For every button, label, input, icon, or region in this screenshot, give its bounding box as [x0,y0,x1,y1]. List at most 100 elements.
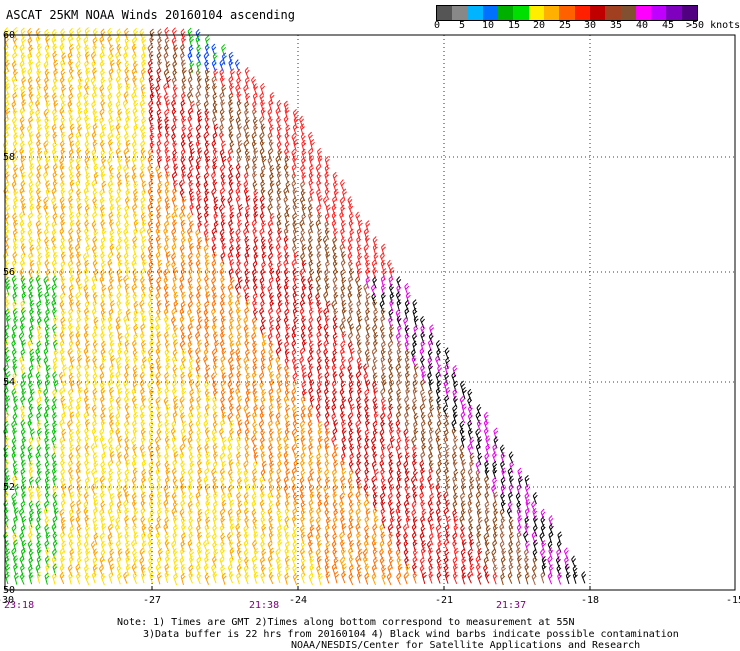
barb-flag [214,56,218,59]
barb-flag [125,31,129,34]
wind-barb [172,276,179,288]
wind-barb [36,84,43,96]
barb-flag [317,264,321,267]
barb-flag [302,247,306,250]
wind-barb [4,227,11,239]
wind-barb [93,28,101,40]
barb-flag [229,55,233,58]
barb-flag [6,216,10,219]
barb-flag [269,151,273,154]
wind-barb [373,253,380,265]
barb-flag [166,127,170,130]
wind-barb [35,61,42,73]
barb-flag [51,188,55,191]
wind-barb [85,180,92,192]
wind-barb [13,220,20,232]
wind-barb [196,125,204,137]
barb-flag [22,206,26,209]
wind-barb [93,164,100,176]
barb-flag [230,119,234,122]
wind-barb [141,60,148,72]
barb-flag [141,247,145,250]
wind-barb [236,91,244,103]
barb-flag [61,216,65,219]
barb-flag [213,63,217,66]
barb-flag [102,231,106,234]
barb-flag [182,63,186,66]
barb-flag [292,183,296,186]
barb-flag [76,135,80,138]
wind-barb [316,205,324,217]
barb-flag [270,128,274,131]
barb-flag [203,245,207,248]
wind-barb [315,164,323,176]
barb-flag [44,88,48,91]
barb-flag [60,160,64,163]
wind-barb [228,180,236,192]
barb-flag [332,172,336,175]
barb-flag [59,213,63,216]
barb-flag [68,133,72,136]
barb-flag [147,45,151,48]
barb-flag [158,32,162,35]
barb-flag [322,236,326,240]
barb-flag [44,144,48,147]
barb-flag [173,80,177,83]
barb-flag [69,136,73,139]
barb-flag [293,158,297,161]
wind-barb [181,220,188,232]
barb-flag [156,88,160,91]
wind-barb [269,268,277,280]
barb-flag [310,168,314,171]
barb-flag [37,168,41,171]
barb-flag [285,118,289,121]
barb-flag [180,183,184,186]
barb-flag [100,88,104,91]
barb-flag [259,196,263,199]
wind-barb [140,268,147,280]
barb-flag [4,255,8,258]
barb-flag [70,160,74,163]
wind-barb [204,173,211,185]
wind-barb [166,261,173,273]
barb-flag [244,143,248,146]
barb-flag [206,143,210,146]
barb-flag [284,101,288,104]
barb-flag [77,150,81,153]
wind-barb [165,131,173,143]
barb-flag [212,231,216,234]
barb-flag [334,184,338,187]
barb-flag [69,191,73,194]
barb-flag [211,44,215,47]
barb-flag [172,215,176,218]
barb-flag [291,149,295,152]
wind-barb [165,172,172,184]
barb-flag [189,256,193,259]
barb-flag [229,168,233,171]
barb-flag [93,126,97,129]
wind-barb [13,85,21,97]
wind-barb [260,204,267,216]
barb-flag [196,94,200,97]
barb-flag [231,72,235,75]
barb-flag [158,160,162,163]
barb-flag [13,55,17,58]
wind-barb [37,213,45,225]
barb-flag [165,96,169,99]
wind-barb [141,92,149,104]
barb-flag [61,239,65,242]
barb-flag [142,55,146,58]
barb-flag [229,52,233,55]
barb-flag [261,183,265,186]
barb-flag [140,230,144,233]
wind-barb [171,212,179,224]
wind-barb [371,260,379,272]
barb-flag [212,247,216,250]
barb-flag [261,198,265,201]
barb-flag [243,140,247,143]
wind-barb [141,220,148,232]
wind-barb [340,269,347,281]
wind-barb [94,172,101,184]
barb-flag [182,136,186,139]
wind-barb [67,261,75,273]
